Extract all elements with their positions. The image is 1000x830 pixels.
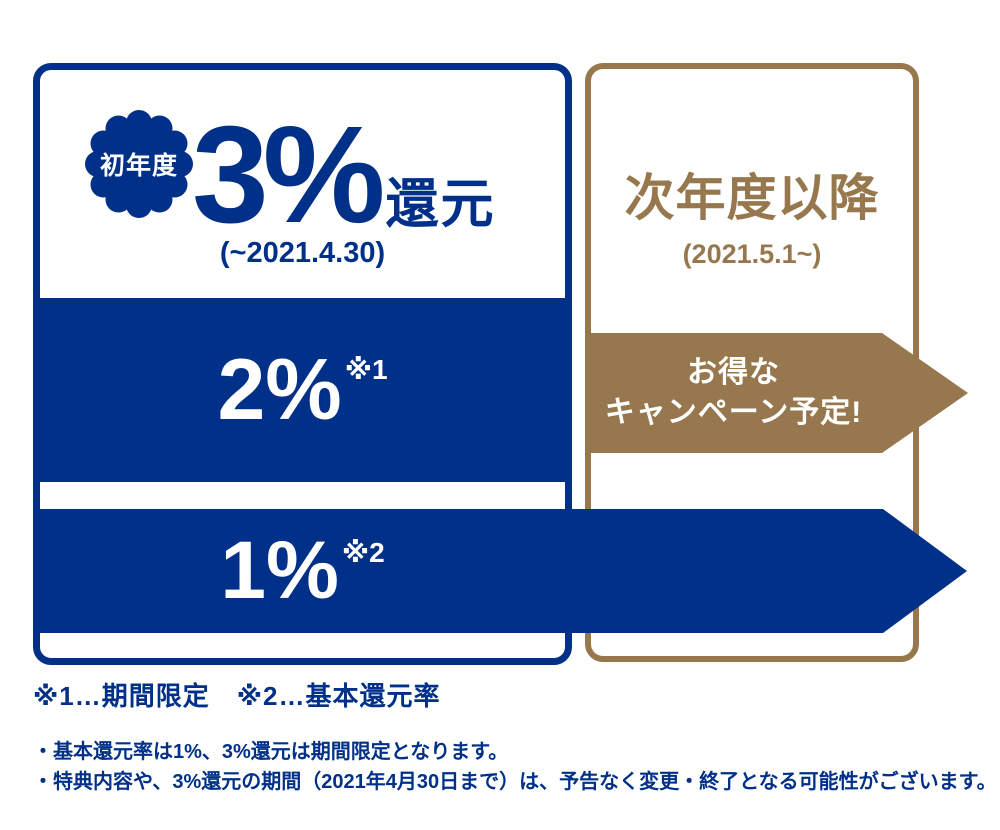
note-line: ・特典内容や、3%還元の期間（2021年4月30日まで）は、予告なく変更・終了と… [33, 771, 997, 793]
first-year-period: (~2021.4.30) [219, 237, 386, 269]
notes-list: ・基本還元率は1%、3%還元は期間限定となります。 ・特典内容や、3%還元の期間… [33, 737, 997, 797]
tier-1pct-arrowhead-icon [883, 509, 967, 633]
tier-2pct-band: 2% ※1 [33, 298, 572, 482]
tier-1pct-note-ref: ※2 [341, 537, 385, 568]
tier-1pct-text: 1% ※2 [33, 530, 572, 612]
tier-2pct-text: 2% ※1 [217, 347, 387, 433]
first-year-badge: 初年度 [85, 110, 193, 218]
note-line: ・基本還元率は1%、3%還元は期間限定となります。 [33, 741, 509, 763]
rate-value: 3% [192, 98, 385, 252]
footnote-legend: ※1…期間限定 ※2…基本還元率 [33, 681, 441, 711]
rate-suffix: 還元 [385, 175, 496, 234]
campaign-line1: お得な [687, 356, 780, 389]
tier-2pct-note-ref: ※1 [344, 354, 388, 385]
tier-2pct-value: 2% [217, 342, 342, 438]
badge-label: 初年度 [99, 152, 178, 180]
campaign-line2: キャンペーン予定! [604, 396, 863, 429]
campaign-arrowhead-icon [882, 333, 968, 453]
next-year-period: (2021.5.1~) [682, 239, 822, 269]
tier-1pct-band: 1% ※2 [33, 509, 883, 633]
tier-1pct-value: 1% [220, 525, 339, 616]
campaign-arrow: お得な キャンペーン予定! [585, 333, 882, 453]
seal-icon [85, 110, 193, 218]
first-year-rate: 3% 還元 [192, 106, 495, 244]
next-year-title: 次年度以降 [624, 170, 880, 226]
